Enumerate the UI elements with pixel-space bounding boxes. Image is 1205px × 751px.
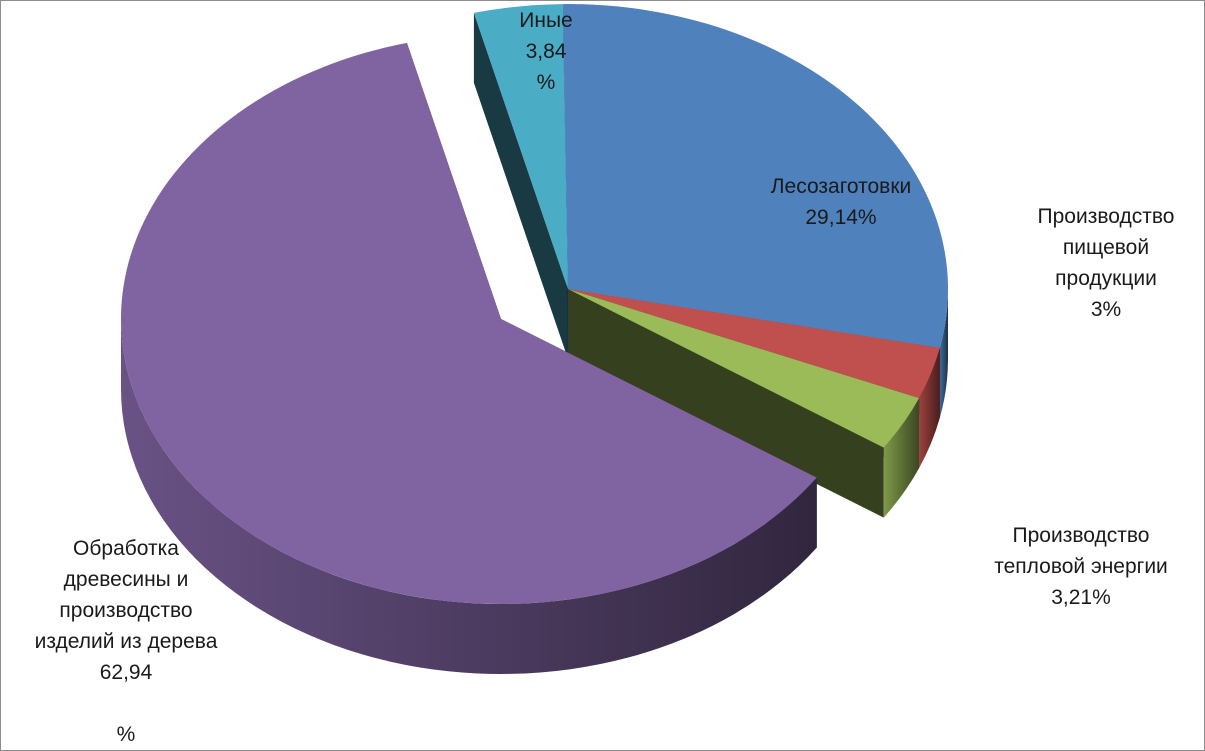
- label-logging: Лесозаготовки 29,14%: [691, 171, 991, 233]
- label-line: древесины и: [63, 568, 189, 591]
- label-line: %: [536, 71, 556, 94]
- label-line: [6, 688, 246, 719]
- slice-top-logging: [562, 4, 948, 348]
- label-line: Обработка: [73, 537, 179, 560]
- label-line: 3,84: [525, 40, 567, 63]
- slice-rim-food: [919, 347, 940, 469]
- label-line: изделий из дерева: [34, 630, 218, 653]
- label-line: 62,94: [99, 661, 153, 684]
- label-line: Иные: [519, 9, 573, 32]
- slice-heat: [567, 289, 920, 518]
- slice-wall-other: [473, 12, 568, 360]
- slice-wall-heat: [567, 289, 920, 469]
- label-line: Лесозаготовки: [770, 175, 912, 198]
- label-heat-energy: Производство тепловой энергии 3,21%: [961, 520, 1201, 613]
- label-wood-processing: Обработка древесины и производство изделий …: [6, 533, 246, 750]
- slice-top-food: [567, 289, 940, 399]
- slice-rim-heat: [883, 398, 920, 518]
- slice-rim-wood: [121, 319, 817, 675]
- slice-top-wood: [121, 42, 817, 605]
- label-food-production: Производство пищевой продукции 3%: [1011, 201, 1201, 325]
- label-other: Иные 3,84%: [471, 5, 621, 98]
- label-line: 3%: [1090, 298, 1122, 321]
- slice-top-heat: [567, 289, 920, 448]
- label-line: 3,21%: [1051, 586, 1111, 609]
- label-line: тепловой энергии: [994, 555, 1168, 578]
- label-line: производство: [59, 599, 193, 622]
- label-line: пищевой: [1062, 236, 1150, 259]
- label-line: 29,14%: [805, 206, 877, 229]
- slice-rim-logging: [939, 289, 948, 418]
- slice-top-other: [473, 4, 568, 290]
- label-line: %: [116, 723, 136, 746]
- label-line: продукции: [1055, 267, 1157, 290]
- label-line: Производство: [1012, 524, 1150, 547]
- label-line: Производство: [1037, 205, 1175, 228]
